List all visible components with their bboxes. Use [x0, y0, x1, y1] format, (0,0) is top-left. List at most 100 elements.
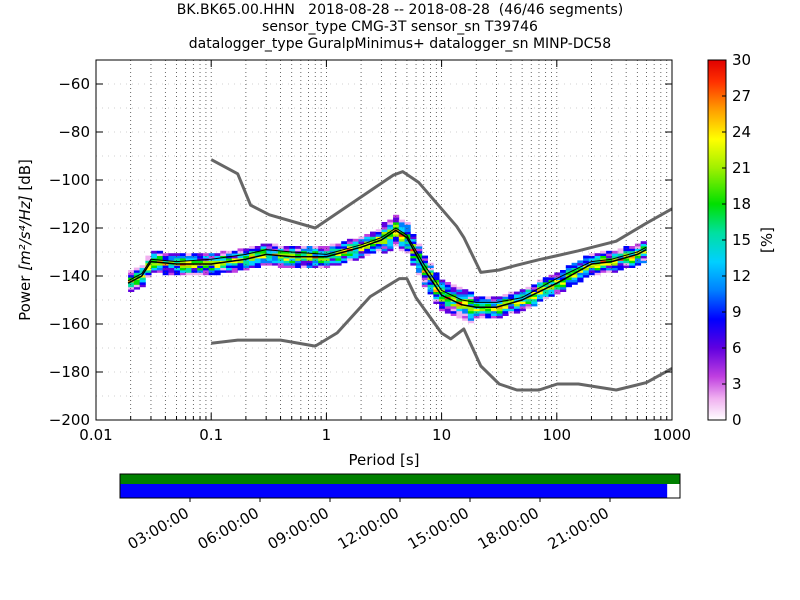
heatmap-cell	[387, 246, 394, 249]
heatmap-cell	[450, 313, 457, 316]
heatmap-cell	[260, 260, 267, 264]
heatmap-cell	[571, 279, 578, 283]
y-axis-label: Power [m²/s⁴/Hz] [dB]	[16, 159, 34, 321]
heatmap-cell	[168, 265, 175, 268]
heatmap-cell	[272, 262, 279, 266]
heatmap-cell	[191, 253, 198, 256]
heatmap-cell	[450, 308, 457, 312]
heatmap-cell	[237, 262, 244, 266]
heatmap-cell	[444, 289, 452, 292]
heatmap-cell	[283, 258, 290, 261]
heatmap-cell	[249, 258, 256, 261]
heatmap-cell	[427, 282, 434, 285]
heatmap-cell	[560, 284, 567, 288]
heatmap-cell	[542, 294, 549, 297]
heatmap-cell	[168, 270, 175, 273]
timeline-tick-label: 09:00:00	[265, 504, 332, 553]
heatmap-cell	[329, 262, 336, 266]
heatmap-cell	[467, 298, 475, 302]
heatmap-cell	[133, 272, 141, 276]
heatmap-cell	[220, 262, 227, 266]
heatmap-cell	[496, 301, 503, 304]
heatmap-cell	[519, 301, 526, 304]
heatmap-cell	[421, 272, 428, 276]
heatmap-cell	[640, 255, 647, 259]
heatmap-cell	[174, 267, 181, 271]
heatmap-cell	[231, 253, 238, 256]
heatmap-cell	[456, 306, 463, 309]
heatmap-cell	[467, 310, 475, 314]
heatmap-cell	[202, 253, 210, 256]
heatmap-cell	[341, 243, 348, 247]
heatmap-cell	[295, 260, 302, 264]
heatmap-cell	[427, 270, 434, 273]
heatmap-cell	[283, 250, 290, 254]
heatmap-cell	[410, 236, 417, 240]
heatmap-cell	[571, 274, 578, 278]
heatmap-cell	[439, 279, 446, 283]
heatmap-cell	[335, 260, 342, 264]
heatmap-cell	[404, 229, 411, 232]
heatmap-cell	[214, 260, 221, 264]
heatmap-cell	[306, 250, 313, 254]
heatmap-cell	[525, 306, 532, 309]
heatmap-cell	[473, 310, 480, 314]
heatmap-cell	[571, 282, 578, 285]
heatmap-cell	[179, 255, 187, 259]
heatmap-cell	[214, 267, 221, 271]
heatmap-cell	[387, 222, 394, 225]
heatmap-cell	[277, 253, 285, 256]
heatmap-cell	[404, 246, 411, 249]
heatmap-cell	[398, 243, 405, 247]
heatmap-cell	[410, 243, 417, 247]
heatmap-cell	[410, 260, 417, 264]
heatmap-cell	[312, 248, 319, 252]
heatmap-cell	[456, 308, 463, 312]
heatmap-cell	[479, 313, 486, 316]
heatmap-cell	[162, 265, 169, 268]
heatmap-cell	[312, 260, 319, 264]
heatmap-cell	[554, 286, 561, 290]
y-tick-label: −60	[58, 75, 90, 93]
heatmap-cell	[554, 284, 561, 288]
heatmap-cell	[594, 270, 601, 273]
heatmap-cell	[554, 291, 561, 295]
heatmap-cell	[427, 289, 434, 292]
heatmap-cell	[398, 231, 405, 235]
heatmap-cell	[306, 258, 313, 261]
heatmap-cell	[560, 270, 567, 273]
heatmap-cell	[300, 260, 308, 264]
heatmap-cell	[220, 253, 227, 256]
timeline-tick-label: 21:00:00	[545, 504, 612, 553]
heatmap-cell	[433, 284, 440, 288]
heatmap-cell	[444, 310, 452, 314]
heatmap-cell	[197, 253, 204, 256]
heatmap-cell	[467, 320, 475, 324]
heatmap-cell	[513, 303, 521, 307]
heatmap-cell	[634, 246, 642, 249]
heatmap-cell	[421, 282, 428, 285]
heatmap-cell	[519, 308, 526, 312]
heatmap-cell	[237, 260, 244, 264]
heatmap-cell	[583, 270, 590, 273]
heatmap-cell	[439, 298, 446, 302]
heatmap-cell	[289, 265, 296, 268]
nlnm-curve	[211, 277, 672, 392]
heatmap-cell	[145, 270, 152, 273]
heatmap-cell	[151, 265, 158, 268]
heatmap-cell	[462, 306, 469, 309]
heatmap-cell	[462, 315, 469, 319]
heatmap-cell	[145, 255, 152, 259]
heatmap-cell	[640, 258, 647, 261]
timeline-tick-label: 18:00:00	[475, 504, 542, 553]
heatmap-cell	[410, 238, 417, 242]
heatmap-cell	[594, 262, 601, 266]
heatmap-cell	[156, 253, 164, 256]
heatmap-cell	[600, 270, 607, 273]
heatmap-cell	[444, 306, 452, 309]
heatmap-cell	[525, 303, 532, 307]
heatmap-cell	[565, 277, 572, 280]
heatmap-cell	[611, 255, 619, 259]
heatmap-cell	[537, 291, 544, 295]
heatmap-cell	[611, 267, 619, 271]
